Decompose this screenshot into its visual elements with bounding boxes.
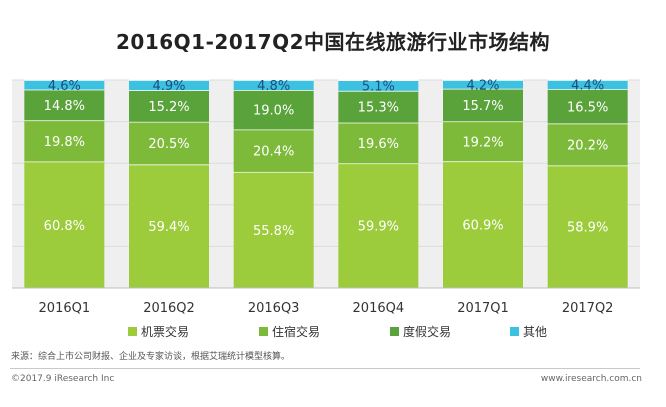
x-tick-label: 2016Q2	[143, 301, 195, 316]
copyright-text: ©2017.9 iResearch Inc	[11, 374, 115, 384]
data-label: 5.1%	[362, 80, 395, 95]
x-tick-label: 2017Q1	[457, 301, 509, 316]
bar-segment	[24, 89, 105, 121]
source-note: 来源：综合上市公司财报、企业及专家访谈，根据艾瑞统计模型核算。	[11, 352, 291, 362]
data-label: 20.5%	[148, 137, 189, 152]
bar-segment	[443, 161, 523, 288]
chart-title: 2016Q1-2017Q2中国在线旅游行业市场结构	[116, 30, 550, 54]
legend-label: 度假交易	[403, 324, 451, 339]
x-tick-label: 2016Q3	[248, 301, 300, 316]
stacked-bar-chart: 60.8% 19.8% 14.8% 4.6% 2016Q1 59.4% 20.5% 15.2%…	[12, 78, 640, 339]
legend-label: 其他	[523, 325, 547, 339]
x-tick-label: 2016Q4	[353, 301, 405, 316]
bar-segment	[129, 80, 209, 91]
data-label: 19.6%	[358, 137, 399, 152]
bar-segment	[233, 80, 314, 90]
bar-segment	[443, 88, 523, 122]
data-label: 14.8%	[44, 99, 85, 114]
data-label: 19.0%	[253, 104, 294, 119]
data-label: 58.9%	[567, 221, 608, 236]
bar-segment	[338, 90, 419, 123]
bar-segment	[338, 80, 419, 91]
plot-background	[12, 80, 640, 288]
bar-segment	[547, 80, 628, 90]
bar-segment	[129, 90, 209, 122]
legend-swatch	[390, 327, 399, 336]
data-label: 59.9%	[358, 220, 399, 235]
data-label: 15.7%	[462, 99, 503, 114]
data-label: 20.2%	[567, 138, 608, 153]
bar-segment	[24, 120, 105, 162]
bar-segment	[233, 89, 314, 130]
data-label: 4.2%	[466, 78, 499, 93]
bar-segment	[338, 163, 419, 288]
bar-segment	[547, 123, 628, 166]
data-label: 4.4%	[571, 79, 604, 94]
x-tick-label: 2016Q1	[39, 301, 91, 316]
legend-label: 住宿交易	[272, 324, 320, 339]
data-label: 15.2%	[148, 100, 189, 115]
bar-segment	[233, 171, 314, 288]
data-label: 4.6%	[48, 79, 81, 94]
data-label: 15.3%	[358, 101, 399, 116]
data-label: 60.9%	[462, 219, 503, 234]
legend-swatch	[510, 327, 519, 336]
bar-segment	[24, 161, 105, 288]
x-tick-label: 2017Q2	[562, 301, 614, 316]
bar-segment	[24, 80, 105, 90]
bar-segment	[443, 80, 523, 89]
bar-segment	[233, 129, 314, 172]
data-label: 19.8%	[44, 135, 85, 150]
data-label: 20.4%	[253, 145, 294, 160]
website-text: www.iresearch.com.cn	[540, 374, 642, 384]
footer-divider	[10, 368, 640, 369]
data-label: 55.8%	[253, 224, 294, 239]
data-label: 59.4%	[148, 220, 189, 235]
bar-segment	[338, 122, 419, 164]
bar-segment	[547, 165, 628, 288]
legend-label: 机票交易	[141, 324, 189, 339]
bar-segment	[547, 89, 628, 124]
data-label: 16.5%	[567, 100, 608, 115]
data-label: 19.2%	[462, 135, 503, 150]
data-label: 4.9%	[152, 79, 185, 94]
bar-segment	[129, 164, 209, 288]
legend-swatch	[128, 327, 137, 336]
data-label: 4.8%	[257, 79, 290, 94]
bar-segment	[443, 121, 523, 162]
bar-segment	[129, 121, 209, 165]
legend-swatch	[259, 327, 268, 336]
data-label: 60.8%	[44, 219, 85, 234]
